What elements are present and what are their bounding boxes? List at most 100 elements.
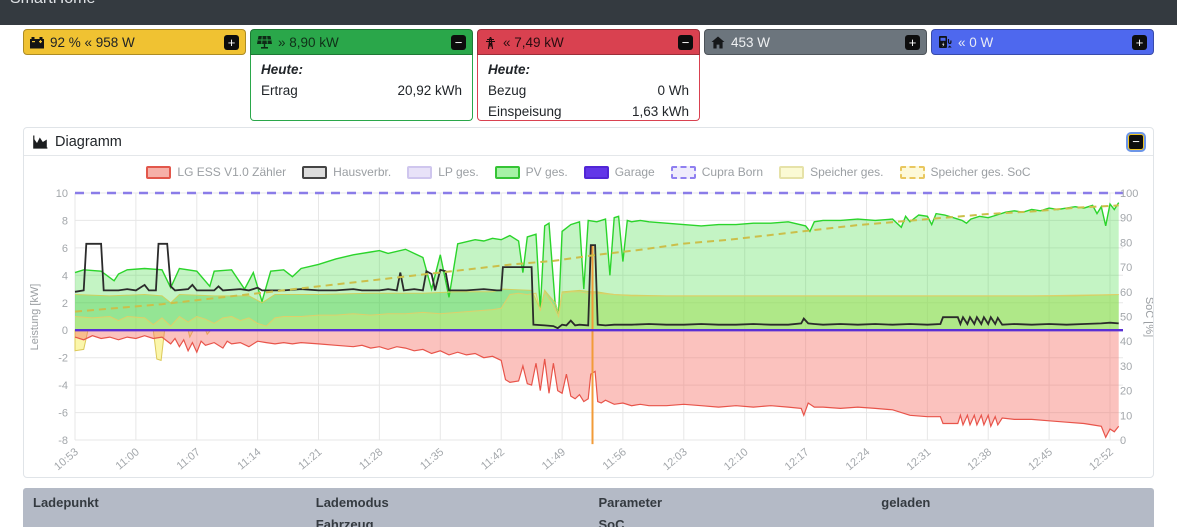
diagram-collapse-button[interactable]: − [1128, 133, 1144, 150]
svg-text:4: 4 [62, 270, 68, 282]
pv-detail-panel: Heute: Ertrag 20,92 kWh [250, 55, 473, 121]
pv-panel-row-ertrag: Ertrag 20,92 kWh [261, 80, 462, 101]
wallbox-card-text: « 0 W [958, 34, 994, 50]
table-header-fahrzeug: Fahrzeug [315, 517, 374, 527]
legend-swatch [494, 165, 520, 179]
svg-text:11:28: 11:28 [357, 446, 385, 472]
grid-einspeisung-value: 1,63 kWh [631, 104, 689, 119]
app-brand[interactable]: SmartHome [10, 0, 95, 8]
chart-legend: LG ESS V1.0 Zähler Hausverbr. LP ges. PV ge… [24, 162, 1153, 182]
svg-text:11:07: 11:07 [175, 446, 203, 472]
table-header-parameter: Parameter [598, 495, 663, 510]
svg-text:8: 8 [62, 215, 68, 227]
legend-label: LG ESS V1.0 Zähler [177, 165, 287, 179]
legend-item[interactable]: Cupra Born [670, 165, 764, 179]
svg-text:12:38: 12:38 [965, 446, 994, 473]
table-header-soc: SoC [598, 517, 625, 527]
legend-swatch [407, 165, 433, 179]
svg-text:12:10: 12:10 [722, 446, 751, 473]
svg-text:12:45: 12:45 [1026, 446, 1055, 473]
legend-swatch [583, 165, 609, 179]
power-chart: 10:53 11:00 11:07 11:14 11:21 11:28 11:35 11:42… [29, 188, 1153, 473]
svg-text:-6: -6 [58, 408, 68, 420]
grid-status-card[interactable]: « 7,49 kW − [477, 29, 700, 55]
wallbox-card-column: « 0 W + [931, 29, 1154, 121]
svg-text:0: 0 [62, 325, 68, 337]
diagram-card: Diagramm − LG ESS V1.0 Zähler Hausverbr. L… [23, 127, 1154, 478]
svg-text:11:56: 11:56 [601, 446, 629, 472]
pv-panel-title: Heute: [261, 62, 304, 77]
legend-item[interactable]: PV ges. [494, 165, 568, 179]
pv-ertrag-value: 20,92 kWh [397, 83, 462, 98]
svg-text:10: 10 [56, 188, 68, 200]
house-expand-button[interactable]: + [905, 34, 920, 50]
diagram-body: LG ESS V1.0 Zähler Hausverbr. LP ges. PV ge… [24, 156, 1153, 477]
legend-label: LP ges. [438, 165, 479, 179]
pv-collapse-button[interactable]: − [451, 34, 466, 50]
legend-label: Garage [614, 165, 655, 179]
battery-status-card[interactable]: 92 % « 958 W + [23, 29, 246, 55]
svg-text:-2: -2 [58, 353, 68, 365]
grid-einspeisung-label: Einspeisung [488, 104, 562, 119]
battery-expand-button[interactable]: + [224, 34, 239, 50]
grid-detail-panel: Heute: Bezug 0 Wh Einspeisung 1,63 kWh [477, 55, 700, 121]
svg-text:Leistung [kW]: Leistung [kW] [29, 284, 41, 351]
grid-panel-row-bezug: Bezug 0 Wh [488, 80, 689, 101]
house-status-card[interactable]: 453 W + [704, 29, 927, 55]
legend-item[interactable]: Speicher ges. SoC [899, 165, 1031, 179]
house-icon [711, 36, 725, 49]
pv-ertrag-label: Ertrag [261, 83, 298, 98]
grid-collapse-button[interactable]: − [678, 34, 693, 50]
svg-text:30: 30 [1120, 361, 1132, 373]
legend-swatch [899, 165, 925, 179]
legend-label: Cupra Born [701, 165, 764, 179]
svg-text:40: 40 [1120, 336, 1132, 348]
svg-text:50: 50 [1120, 312, 1132, 324]
diagram-title: Diagramm [55, 133, 122, 150]
svg-text:12:17: 12:17 [783, 446, 812, 473]
table-header-empty-1 [23, 514, 306, 527]
legend-swatch [779, 165, 805, 179]
svg-text:11:00: 11:00 [114, 446, 142, 472]
svg-text:100: 100 [1120, 188, 1138, 200]
legend-item[interactable]: LP ges. [407, 165, 479, 179]
svg-text:2: 2 [62, 298, 68, 310]
svg-text:12:31: 12:31 [905, 446, 934, 473]
svg-text:90: 90 [1120, 213, 1132, 225]
legend-item[interactable]: Speicher ges. [779, 165, 884, 179]
table-header-lademodus: Lademodus [315, 495, 389, 510]
diagram-header: Diagramm − [24, 128, 1153, 156]
area-chart-icon [33, 135, 48, 149]
status-cards-row: 92 % « 958 W + » 8,90 kW − Heute: Ertrag… [23, 29, 1154, 121]
legend-item[interactable]: Hausverbr. [302, 165, 391, 179]
svg-text:11:49: 11:49 [540, 446, 568, 472]
legend-label: PV ges. [525, 165, 568, 179]
svg-text:11:14: 11:14 [235, 446, 263, 472]
svg-text:-8: -8 [58, 435, 68, 447]
wallbox-expand-button[interactable]: + [1132, 34, 1147, 50]
svg-text:12:03: 12:03 [661, 446, 690, 473]
house-card-text: 453 W [731, 34, 771, 50]
legend-label: Speicher ges. SoC [930, 165, 1031, 179]
grid-bezug-label: Bezug [488, 83, 527, 98]
svg-text:80: 80 [1120, 237, 1132, 249]
pv-status-card[interactable]: » 8,90 kW − [250, 29, 473, 55]
ev-charger-icon [938, 35, 952, 49]
legend-item[interactable]: Garage [583, 165, 655, 179]
svg-text:11:21: 11:21 [296, 446, 324, 472]
svg-text:12:52: 12:52 [1087, 446, 1116, 473]
grid-bezug-value: 0 Wh [657, 83, 689, 98]
table-header-geladen: geladen [881, 495, 931, 510]
chargepoint-table-header: Ladepunkt Lademodus Parameter geladen Fa… [23, 488, 1154, 527]
grid-panel-title: Heute: [488, 62, 531, 77]
wallbox-status-card[interactable]: « 0 W + [931, 29, 1154, 55]
legend-swatch [146, 165, 172, 179]
svg-text:70: 70 [1120, 262, 1132, 274]
legend-swatch [670, 165, 696, 179]
battery-card-column: 92 % « 958 W + [23, 29, 246, 121]
svg-text:60: 60 [1120, 287, 1132, 299]
pv-card-text: » 8,90 kW [278, 34, 339, 50]
house-card-column: 453 W + [704, 29, 927, 121]
legend-item[interactable]: LG ESS V1.0 Zähler [146, 165, 286, 179]
